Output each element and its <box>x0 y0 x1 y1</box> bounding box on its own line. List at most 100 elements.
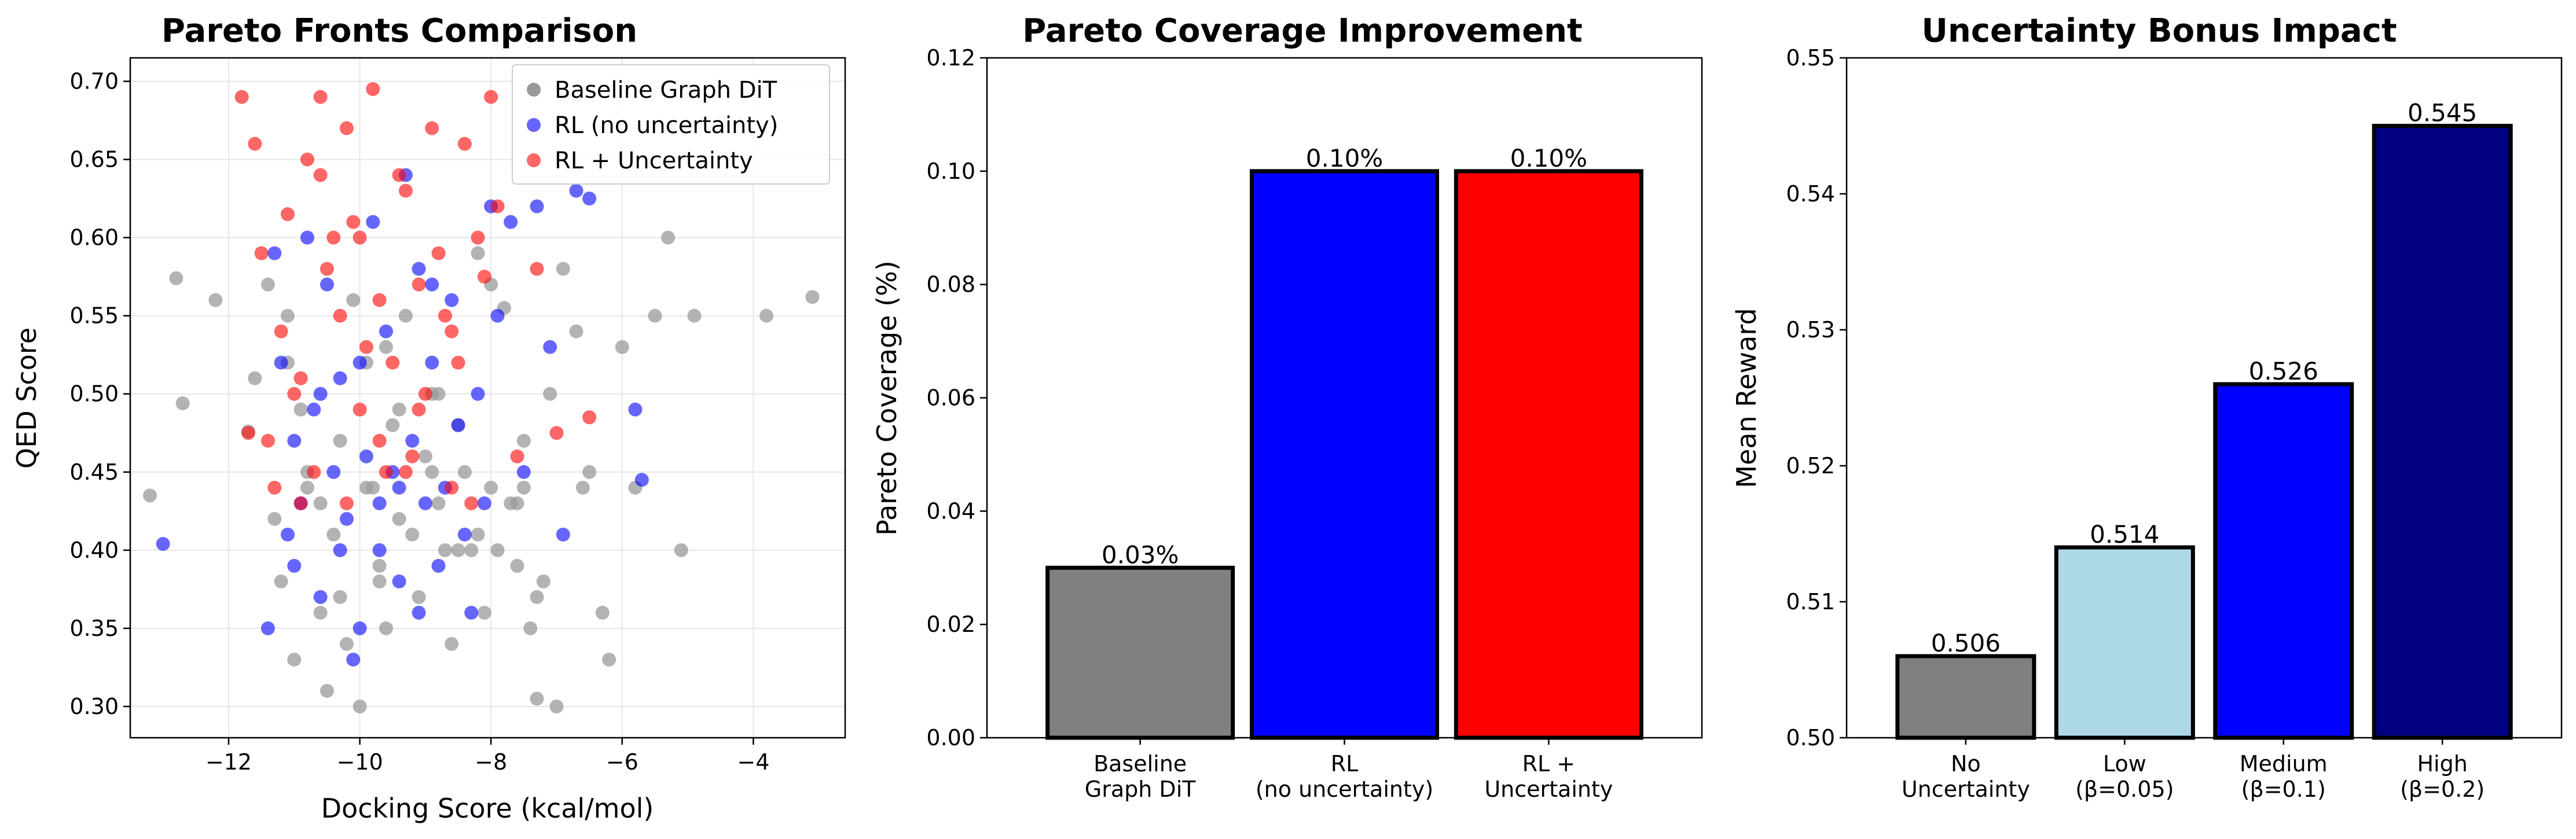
legend-label-baseline: Baseline Graph DiT <box>555 77 777 104</box>
scatter-point <box>504 215 518 229</box>
scatter-point <box>464 496 479 510</box>
category-label: No Uncertainty <box>1902 751 2030 802</box>
scatter-point <box>412 605 426 620</box>
scatter-point <box>313 496 328 510</box>
scatter-point <box>313 387 328 401</box>
y-tick-label: 0.53 <box>1786 317 1835 343</box>
scatter-point <box>353 699 367 713</box>
scatter-point <box>386 355 400 370</box>
scatter-point <box>530 262 544 276</box>
category-label-line: Low <box>2103 751 2146 777</box>
y-tick-label: 0.45 <box>69 459 119 485</box>
scatter-point <box>425 277 439 292</box>
scatter-point <box>398 465 413 479</box>
scatter-point <box>313 90 328 104</box>
uncertainty-bar-panel: Uncertainty Bonus Impact 0.506 0.514 0.526… <box>1731 12 2563 802</box>
uncertainty-axes-frame <box>1845 57 2563 739</box>
scatter-point <box>582 192 597 206</box>
category-label-line: RL <box>1331 751 1359 777</box>
scatter-point <box>759 308 774 323</box>
scatter-point <box>333 433 347 448</box>
category-label-line: High <box>2417 751 2467 777</box>
scatter-point <box>353 355 367 370</box>
scatter-point <box>405 449 420 463</box>
bar-value-label: 0.514 <box>2090 520 2159 549</box>
y-tick-label: 0.12 <box>926 45 975 71</box>
scatter-point <box>386 418 400 432</box>
y-tick-label: 0.10 <box>926 159 975 184</box>
scatter-point <box>339 121 354 135</box>
scatter-point <box>333 543 347 557</box>
scatter-ylabel: QED Score <box>11 327 42 469</box>
category-label-line: (β=0.2) <box>2400 777 2485 802</box>
scatter-point <box>530 590 544 604</box>
scatter-point <box>549 699 564 713</box>
category-label: Low (β=0.05) <box>2075 751 2174 802</box>
scatter-point <box>418 449 432 463</box>
scatter-point <box>438 308 452 323</box>
uncertainty-ticks: No Uncertainty Low (β=0.05) Medium (β=0.1) Hig… <box>1786 45 2485 802</box>
scatter-point <box>582 410 597 425</box>
y-tick-label: 0.00 <box>926 725 975 750</box>
scatter-point <box>267 480 282 495</box>
scatter-point <box>326 465 341 479</box>
scatter-point <box>346 293 361 307</box>
scatter-point <box>280 527 295 542</box>
scatter-point <box>234 90 249 104</box>
scatter-point <box>674 543 688 557</box>
scatter-point <box>293 371 308 385</box>
bar-value-label: 0.506 <box>1931 629 2001 657</box>
scatter-panel: Pareto Fronts Comparison −12 −10 −8 −6 −4 0.3… <box>11 12 846 824</box>
scatter-point <box>353 621 367 635</box>
scatter-point <box>320 277 334 292</box>
scatter-point <box>490 199 505 214</box>
category-label-line: RL + <box>1522 751 1576 777</box>
scatter-point <box>274 324 288 338</box>
x-tick-label: −8 <box>475 749 507 775</box>
scatter-point <box>208 293 223 307</box>
legend-marker-baseline <box>527 83 541 97</box>
coverage-bars: 0.03% 0.10% 0.10% <box>1045 144 1643 740</box>
scatter-point <box>484 90 498 104</box>
scatter-point <box>457 527 472 542</box>
scatter-point <box>490 308 505 323</box>
y-tick-label: 0.54 <box>1786 181 1835 207</box>
bar-value-label: 0.545 <box>2408 99 2477 127</box>
scatter-point <box>425 355 439 370</box>
scatter-point <box>516 480 531 495</box>
scatter-point <box>464 605 479 620</box>
scatter-point <box>287 433 302 448</box>
scatter-point <box>477 270 491 284</box>
scatter-point <box>339 496 354 510</box>
scatter-point <box>398 183 413 198</box>
bar <box>1250 169 1439 740</box>
scatter-point <box>392 512 406 526</box>
scatter-point <box>280 308 295 323</box>
scatter-point <box>484 480 498 495</box>
scatter-point <box>248 371 262 385</box>
scatter-point <box>307 402 321 417</box>
scatter-point <box>569 324 584 338</box>
scatter-point <box>287 387 302 401</box>
y-tick-label: 0.55 <box>69 303 119 329</box>
scatter-point <box>142 488 157 503</box>
scatter-point <box>320 262 334 276</box>
scatter-point <box>471 230 485 245</box>
scatter-point <box>366 215 380 229</box>
coverage-title: Pareto Coverage Improvement <box>1022 12 1583 50</box>
scatter-point <box>359 340 373 354</box>
scatter-point <box>359 449 373 463</box>
scatter-series-2 <box>234 82 597 510</box>
scatter-title: Pareto Fronts Comparison <box>162 12 637 50</box>
scatter-point <box>477 496 491 510</box>
scatter-point <box>254 246 269 260</box>
category-label: Baseline Graph DiT <box>1085 751 1196 802</box>
scatter-point <box>260 277 275 292</box>
legend-marker-rl-uncertainty <box>527 153 541 167</box>
scatter-point <box>510 496 524 510</box>
bar-value-label: 0.03% <box>1102 540 1179 569</box>
scatter-point <box>333 590 347 604</box>
y-tick-label: 0.50 <box>1786 725 1835 750</box>
y-tick-label: 0.52 <box>1786 453 1835 479</box>
